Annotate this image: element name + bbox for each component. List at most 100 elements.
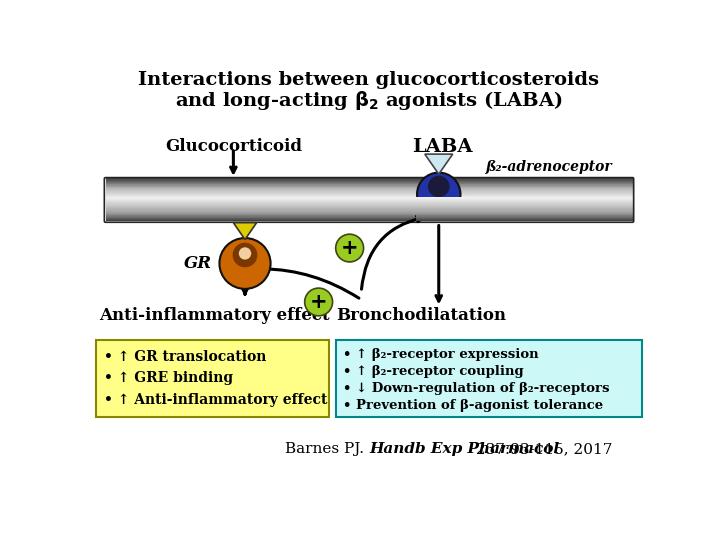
Circle shape (239, 247, 251, 260)
Text: Interactions between glucocorticosteroids: Interactions between glucocorticosteroid… (138, 71, 600, 89)
Bar (415, 198, 465, 199)
Bar (106, 208, 632, 209)
Bar (415, 219, 465, 220)
Bar (106, 205, 632, 206)
Bar (106, 219, 632, 220)
Text: GR: GR (184, 255, 212, 272)
Bar (106, 190, 632, 191)
Bar (415, 200, 465, 201)
Text: Glucocorticoid: Glucocorticoid (165, 138, 302, 155)
Bar (415, 206, 465, 207)
Bar (106, 205, 632, 206)
Bar (106, 206, 632, 207)
Text: Anti-inflammatory effect: Anti-inflammatory effect (99, 307, 330, 325)
Bar (106, 194, 632, 195)
Bar (106, 214, 632, 215)
Bar (415, 201, 465, 202)
Text: LABA: LABA (413, 138, 473, 156)
Bar (106, 179, 632, 180)
Bar (106, 201, 632, 202)
Bar (106, 207, 632, 208)
Bar (415, 201, 465, 202)
Bar (415, 213, 465, 214)
Bar (106, 194, 632, 195)
Bar (106, 214, 632, 215)
Bar (415, 219, 465, 220)
Bar (415, 210, 465, 211)
Text: • ↑ GR translocation: • ↑ GR translocation (104, 350, 266, 364)
Bar (106, 198, 632, 199)
Bar (415, 205, 465, 206)
Text: +: + (341, 238, 359, 258)
Bar (415, 217, 465, 218)
Text: • ↓ Down-regulation of β₂-receptors: • ↓ Down-regulation of β₂-receptors (343, 382, 609, 395)
Bar (106, 220, 632, 221)
Text: • ↑ GRE binding: • ↑ GRE binding (104, 372, 233, 385)
Bar (106, 202, 632, 204)
Bar (106, 204, 632, 205)
Bar (106, 184, 632, 185)
Bar (106, 197, 632, 198)
Bar (106, 203, 632, 204)
Bar (106, 192, 632, 193)
Bar (415, 198, 465, 199)
FancyBboxPatch shape (336, 340, 642, 417)
Circle shape (220, 238, 271, 289)
Bar (415, 200, 465, 201)
Bar (106, 185, 632, 186)
Bar (106, 218, 632, 219)
Bar (415, 214, 465, 215)
Bar (106, 189, 632, 190)
Bar (106, 212, 632, 213)
Bar (415, 215, 465, 216)
Bar (106, 178, 632, 179)
FancyBboxPatch shape (96, 340, 329, 417)
Bar (106, 188, 632, 190)
Bar (415, 212, 465, 213)
Bar (415, 218, 465, 219)
Bar (415, 210, 465, 211)
Bar (106, 199, 632, 200)
Bar (415, 214, 465, 215)
Bar (415, 204, 465, 205)
Bar (106, 185, 632, 186)
Bar (106, 198, 632, 199)
Bar (106, 191, 632, 192)
Bar (415, 209, 465, 210)
Bar (106, 217, 632, 218)
Bar (106, 187, 632, 188)
Bar (415, 205, 465, 206)
Text: Bronchodilatation: Bronchodilatation (336, 307, 506, 325)
Bar (106, 196, 632, 197)
Bar (415, 208, 465, 209)
Bar (106, 186, 632, 187)
Bar (415, 199, 465, 200)
Bar (106, 180, 632, 181)
Text: +: + (310, 292, 328, 312)
Text: and long-acting $\mathbf{\beta_2}$ agonists (LABA): and long-acting $\mathbf{\beta_2}$ agoni… (175, 90, 563, 112)
Bar (106, 200, 632, 201)
Bar (106, 183, 632, 184)
Bar (415, 216, 465, 217)
Bar (106, 191, 632, 192)
Text: Handb Exp Pharmacol: Handb Exp Pharmacol (370, 442, 560, 456)
Bar (106, 219, 632, 220)
Bar (106, 201, 632, 202)
Bar (106, 192, 632, 193)
Polygon shape (233, 222, 256, 240)
Bar (106, 217, 632, 218)
Text: 237:93-115, 2017: 237:93-115, 2017 (471, 442, 612, 456)
Bar (415, 203, 465, 204)
Bar (415, 217, 465, 218)
Bar (106, 180, 632, 181)
Bar (106, 211, 632, 212)
Circle shape (417, 173, 461, 215)
Text: • ↑ Anti-inflammatory effect: • ↑ Anti-inflammatory effect (104, 393, 328, 407)
Bar (106, 182, 632, 183)
Bar (415, 202, 465, 204)
Bar (106, 213, 632, 214)
Bar (106, 195, 632, 197)
Bar (106, 193, 632, 194)
Polygon shape (425, 154, 453, 174)
Bar (106, 215, 632, 216)
